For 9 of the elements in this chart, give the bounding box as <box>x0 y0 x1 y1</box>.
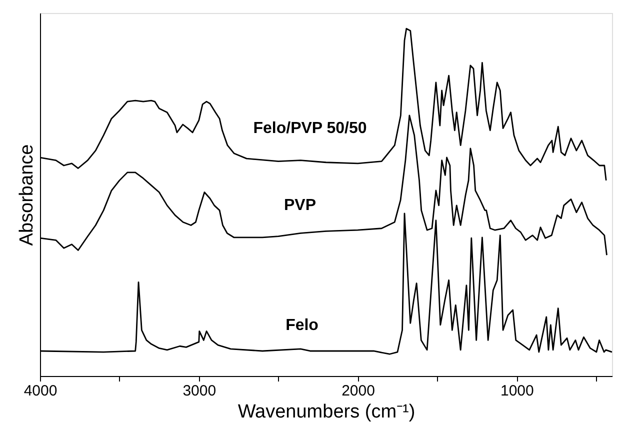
series-label: Felo/PVP 50/50 <box>253 120 367 137</box>
series-label: Felo <box>286 317 319 334</box>
x-tick-label: 4000 <box>24 382 58 400</box>
x-tick-label: 2000 <box>342 382 375 400</box>
x-tick-label: 1000 <box>500 382 534 400</box>
x-tick-label: 3000 <box>182 382 216 400</box>
series-label: PVP <box>284 197 316 214</box>
x-axis-title: Wavenumbers (cm⁻¹) <box>238 402 416 422</box>
y-axis-title: Absorbance <box>16 144 38 246</box>
